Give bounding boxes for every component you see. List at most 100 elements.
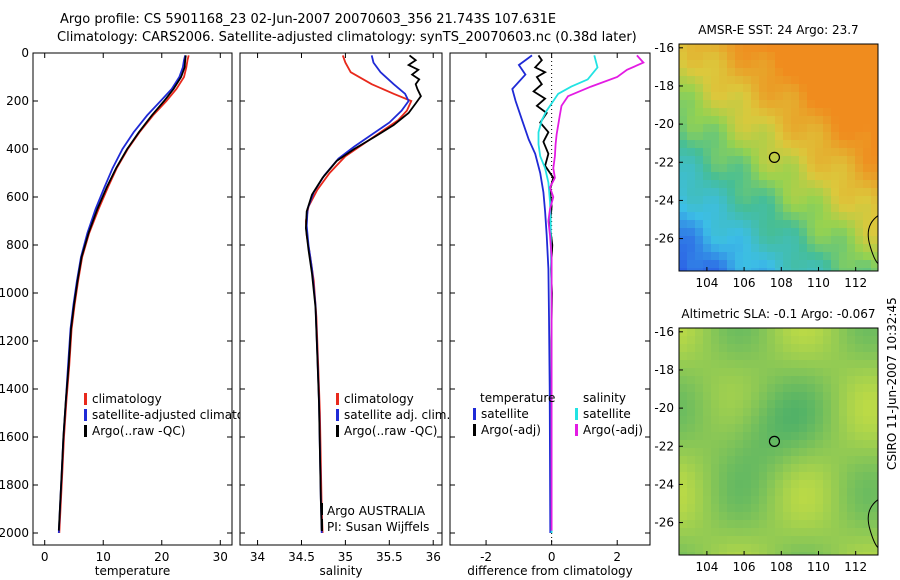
sst-map-cell xyxy=(751,188,759,196)
sla-map-cell xyxy=(799,472,807,480)
sla-map-cell xyxy=(735,448,743,456)
sst-map-cell xyxy=(799,204,807,212)
sst-map-cell xyxy=(871,92,878,100)
sla-map-cell xyxy=(783,480,791,488)
sla-map-cell xyxy=(799,416,807,424)
sst-map-cell xyxy=(751,76,759,84)
sla-map-cell xyxy=(767,376,775,384)
sla-map-cell xyxy=(679,536,687,544)
sla-map-cell xyxy=(711,528,719,536)
sla-map-cell xyxy=(767,472,775,480)
sst-map-cell xyxy=(799,196,807,204)
sla-map-cell xyxy=(775,504,783,512)
sst-map-cell xyxy=(783,148,791,156)
sst-map-cell xyxy=(831,108,839,116)
sla-map-cell xyxy=(679,400,687,408)
argo-annotation-text: PI: Susan Wijffels xyxy=(327,520,429,534)
sst-map-cell xyxy=(759,52,767,60)
sla-map-cell xyxy=(855,384,863,392)
sst-map-cell xyxy=(855,220,863,228)
sst-map-cell xyxy=(703,124,711,132)
sla-map-cell xyxy=(783,400,791,408)
sst-map-cell xyxy=(831,228,839,236)
sst-map-cell xyxy=(823,244,831,252)
sst-map-cell xyxy=(783,124,791,132)
sla-map-cell xyxy=(711,408,719,416)
sst-map-cell xyxy=(831,212,839,220)
sla-map-cell xyxy=(855,408,863,416)
sst-map-cell xyxy=(735,164,743,172)
sla-map-cell xyxy=(719,544,727,552)
sla-map-cell xyxy=(711,464,719,472)
sst-map-cell xyxy=(839,164,847,172)
sst-map-cell xyxy=(847,228,855,236)
sst-map-cell xyxy=(767,188,775,196)
sst-map-cell xyxy=(839,84,847,92)
sst-map-cell xyxy=(807,244,815,252)
sla-map-cell xyxy=(735,376,743,384)
sla-map-cell xyxy=(711,536,719,544)
sst-map-cell xyxy=(791,60,799,68)
sla-map-cell xyxy=(799,464,807,472)
sst-map-cell xyxy=(847,212,855,220)
sla-map-cell xyxy=(791,496,799,504)
sst-map-cell xyxy=(703,212,711,220)
sla-map-cell xyxy=(799,440,807,448)
sla-map-cell xyxy=(743,376,751,384)
sla-map-cell xyxy=(831,400,839,408)
sst-map-cell xyxy=(823,156,831,164)
sst-map-cell xyxy=(855,164,863,172)
sst-map-cell xyxy=(847,156,855,164)
sst-map-cell xyxy=(855,260,863,268)
sst-map-cell xyxy=(815,124,823,132)
sla-map-cell xyxy=(831,328,839,336)
sst-map-cell xyxy=(743,84,751,92)
sst-map-cell xyxy=(719,212,727,220)
difference-series-line-3 xyxy=(547,54,645,531)
sla-map-cell xyxy=(687,504,695,512)
salinity-xtick-label: 35 xyxy=(338,550,353,564)
sla-map-ytick-label: -26 xyxy=(654,516,674,530)
sst-map-cell xyxy=(855,52,863,60)
sst-map-cell xyxy=(791,244,799,252)
sla-map-argo-marker xyxy=(768,435,781,447)
sst-map-cell xyxy=(855,76,863,84)
sla-map-cell xyxy=(727,376,735,384)
sst-map-cell xyxy=(759,148,767,156)
sla-map-cell xyxy=(839,472,847,480)
sla-map-cell xyxy=(775,336,783,344)
sst-map-cell xyxy=(679,164,687,172)
sla-map-cell xyxy=(679,504,687,512)
sst-map-cell xyxy=(759,172,767,180)
sla-map-cell xyxy=(695,336,703,344)
sla-map-cell xyxy=(687,352,695,360)
sst-map-cell xyxy=(791,196,799,204)
salinity-xtick-label: 34 xyxy=(250,550,265,564)
sla-map-cell xyxy=(863,448,871,456)
sla-map-cell xyxy=(727,472,735,480)
sst-map-cell xyxy=(815,156,823,164)
sla-map-cell xyxy=(767,520,775,528)
sla-map-cell xyxy=(703,528,711,536)
sst-map-cell xyxy=(799,260,807,268)
sla-map-cell xyxy=(703,384,711,392)
temperature-series-line-0 xyxy=(58,55,190,534)
sst-map-cell xyxy=(783,44,791,52)
sla-map-cell xyxy=(743,504,751,512)
sla-map-cell xyxy=(807,456,815,464)
sla-map-cell xyxy=(775,456,783,464)
sla-map-cell xyxy=(719,328,727,336)
sla-map-ytick-label: -18 xyxy=(654,363,674,377)
sla-map-cell xyxy=(839,384,847,392)
sst-map-cell xyxy=(783,188,791,196)
sst-map-cell xyxy=(863,124,871,132)
sla-map-cell xyxy=(783,368,791,376)
sst-map-cell xyxy=(711,132,719,140)
sst-map-cell xyxy=(703,44,711,52)
sst-map-cell xyxy=(871,188,878,196)
sst-map-cell xyxy=(751,140,759,148)
sst-map-cell xyxy=(799,84,807,92)
sla-map-cell xyxy=(847,496,855,504)
sst-map-cell xyxy=(799,268,807,271)
sst-map-cell xyxy=(711,212,719,220)
